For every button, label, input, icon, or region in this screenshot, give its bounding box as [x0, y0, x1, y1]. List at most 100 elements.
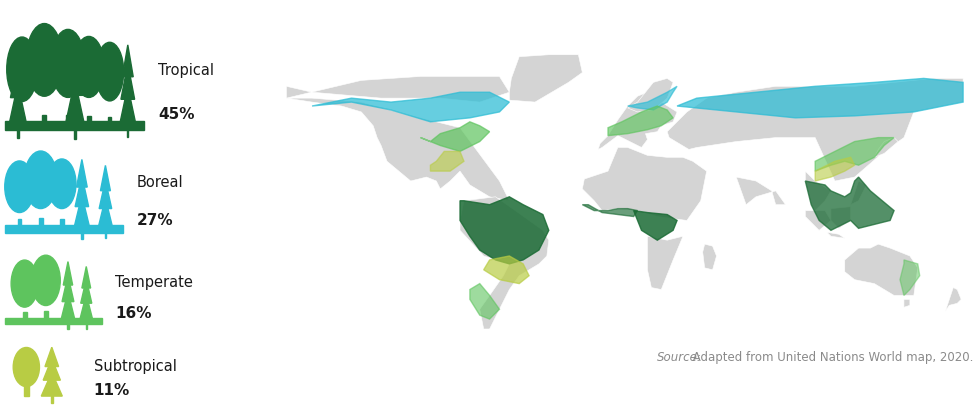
- Text: 45%: 45%: [158, 107, 195, 122]
- Polygon shape: [39, 218, 43, 230]
- Polygon shape: [509, 56, 582, 103]
- Polygon shape: [827, 233, 845, 238]
- Polygon shape: [845, 245, 918, 296]
- Polygon shape: [5, 318, 102, 324]
- Polygon shape: [62, 276, 74, 302]
- Polygon shape: [18, 220, 21, 230]
- Polygon shape: [81, 230, 83, 240]
- Polygon shape: [24, 385, 29, 396]
- Polygon shape: [120, 87, 136, 126]
- Polygon shape: [74, 196, 90, 230]
- Polygon shape: [5, 226, 123, 234]
- Polygon shape: [904, 300, 910, 308]
- Text: Tropical: Tropical: [158, 63, 214, 78]
- Text: Temperate: Temperate: [115, 275, 193, 290]
- Polygon shape: [81, 279, 91, 303]
- Text: 16%: 16%: [115, 306, 152, 321]
- Polygon shape: [121, 65, 134, 100]
- Ellipse shape: [31, 256, 60, 306]
- Polygon shape: [946, 288, 961, 312]
- Polygon shape: [51, 396, 53, 403]
- Polygon shape: [127, 126, 128, 137]
- Polygon shape: [806, 172, 831, 211]
- Polygon shape: [667, 79, 963, 182]
- Polygon shape: [9, 85, 27, 126]
- Polygon shape: [582, 148, 706, 221]
- Polygon shape: [806, 178, 894, 231]
- Polygon shape: [82, 267, 90, 288]
- Ellipse shape: [24, 152, 57, 209]
- Polygon shape: [628, 79, 673, 112]
- Ellipse shape: [52, 30, 85, 98]
- Text: Source:: Source:: [657, 351, 702, 364]
- Polygon shape: [815, 158, 854, 182]
- Polygon shape: [74, 126, 76, 139]
- Polygon shape: [286, 99, 509, 201]
- Polygon shape: [582, 205, 637, 217]
- Text: Adapted from United Nations World map, 2020.: Adapted from United Nations World map, 2…: [689, 351, 973, 364]
- Polygon shape: [470, 284, 499, 319]
- Polygon shape: [647, 237, 683, 290]
- Polygon shape: [460, 197, 549, 264]
- Polygon shape: [60, 220, 63, 230]
- Ellipse shape: [74, 37, 104, 98]
- Polygon shape: [42, 115, 47, 126]
- Polygon shape: [831, 207, 850, 229]
- Text: Boreal: Boreal: [136, 175, 183, 190]
- Ellipse shape: [11, 261, 38, 308]
- Polygon shape: [850, 182, 867, 205]
- Polygon shape: [430, 152, 464, 172]
- Polygon shape: [44, 311, 48, 321]
- Polygon shape: [875, 138, 898, 158]
- Polygon shape: [100, 166, 110, 191]
- Polygon shape: [99, 181, 112, 209]
- Polygon shape: [633, 211, 677, 240]
- Ellipse shape: [5, 162, 34, 213]
- Polygon shape: [105, 230, 106, 239]
- Polygon shape: [12, 41, 23, 74]
- Ellipse shape: [7, 38, 37, 102]
- Polygon shape: [608, 107, 673, 136]
- Polygon shape: [63, 262, 73, 285]
- Polygon shape: [420, 123, 489, 152]
- Polygon shape: [6, 121, 145, 131]
- Polygon shape: [86, 321, 87, 329]
- Polygon shape: [87, 117, 90, 126]
- Polygon shape: [75, 176, 89, 207]
- Polygon shape: [65, 81, 85, 126]
- Ellipse shape: [95, 43, 124, 102]
- Text: 11%: 11%: [93, 382, 130, 397]
- Polygon shape: [45, 347, 58, 366]
- Polygon shape: [703, 245, 716, 270]
- Polygon shape: [43, 359, 60, 380]
- Polygon shape: [123, 46, 133, 78]
- Polygon shape: [806, 211, 831, 231]
- Polygon shape: [628, 87, 677, 111]
- Polygon shape: [737, 178, 785, 205]
- Polygon shape: [108, 117, 111, 126]
- Polygon shape: [60, 292, 75, 321]
- Ellipse shape: [48, 160, 76, 209]
- Text: 27%: 27%: [136, 212, 173, 227]
- Polygon shape: [41, 372, 62, 396]
- Polygon shape: [67, 321, 68, 329]
- Polygon shape: [900, 260, 919, 296]
- Polygon shape: [97, 199, 113, 230]
- Polygon shape: [677, 79, 963, 119]
- Polygon shape: [67, 55, 83, 96]
- Polygon shape: [598, 93, 677, 150]
- Polygon shape: [11, 61, 25, 99]
- Polygon shape: [20, 117, 24, 126]
- Text: Subtropical: Subtropical: [93, 358, 176, 373]
- Ellipse shape: [26, 25, 62, 97]
- Polygon shape: [66, 116, 70, 126]
- Polygon shape: [815, 138, 894, 172]
- Polygon shape: [22, 312, 26, 321]
- Polygon shape: [460, 197, 549, 329]
- Ellipse shape: [14, 348, 40, 387]
- Polygon shape: [80, 294, 93, 321]
- Polygon shape: [68, 34, 82, 70]
- Polygon shape: [77, 160, 88, 188]
- Polygon shape: [484, 256, 529, 284]
- Polygon shape: [312, 93, 509, 123]
